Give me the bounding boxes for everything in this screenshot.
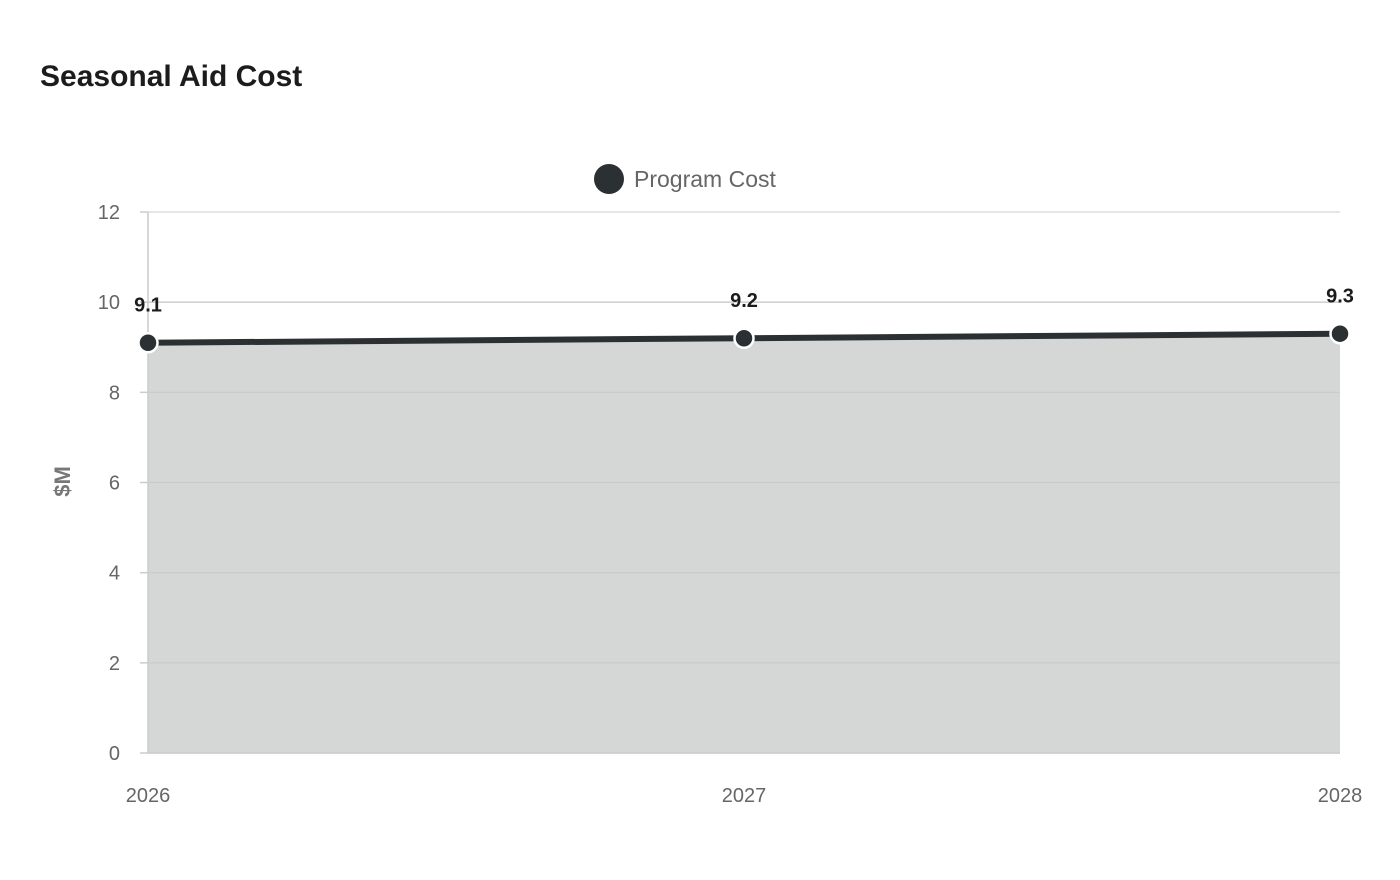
legend-label-program-cost: Program Cost <box>634 165 776 192</box>
chart-title: Seasonal Aid Cost <box>40 60 303 93</box>
y-tick-label: 6 <box>109 473 120 495</box>
y-tick-label: 2 <box>109 653 120 675</box>
y-tick-label: 12 <box>98 202 120 224</box>
y-axis-title: $M <box>50 466 75 497</box>
y-tick-label: 8 <box>109 382 120 404</box>
legend: Program Cost <box>594 164 776 194</box>
data-point-2026[interactable] <box>137 331 159 354</box>
y-tick-label: 4 <box>109 563 120 585</box>
x-tick-label: 2026 <box>126 785 171 807</box>
data-point-2028[interactable] <box>1329 322 1351 345</box>
axes <box>140 211 1340 754</box>
x-tick-label: 2027 <box>722 785 767 807</box>
y-tick-label: 0 <box>109 743 120 765</box>
data-labels: 9.1 9.2 9.3 <box>134 286 1354 317</box>
data-label-2028: 9.3 <box>1326 286 1354 308</box>
area-fill-layer <box>148 301 1340 753</box>
data-point-2027[interactable] <box>733 327 755 349</box>
x-tick-label: 2028 <box>1318 785 1363 807</box>
area-fill-program-cost <box>148 333 1340 753</box>
legend-swatch <box>594 164 624 194</box>
data-points <box>137 322 1351 354</box>
tick-labels: 0 2 4 6 8 10 12 2026 2027 2028 <box>98 202 1363 807</box>
y-tick-label: 10 <box>98 292 120 314</box>
data-label-2027: 9.2 <box>730 290 758 312</box>
data-label-2026: 9.1 <box>134 295 162 317</box>
